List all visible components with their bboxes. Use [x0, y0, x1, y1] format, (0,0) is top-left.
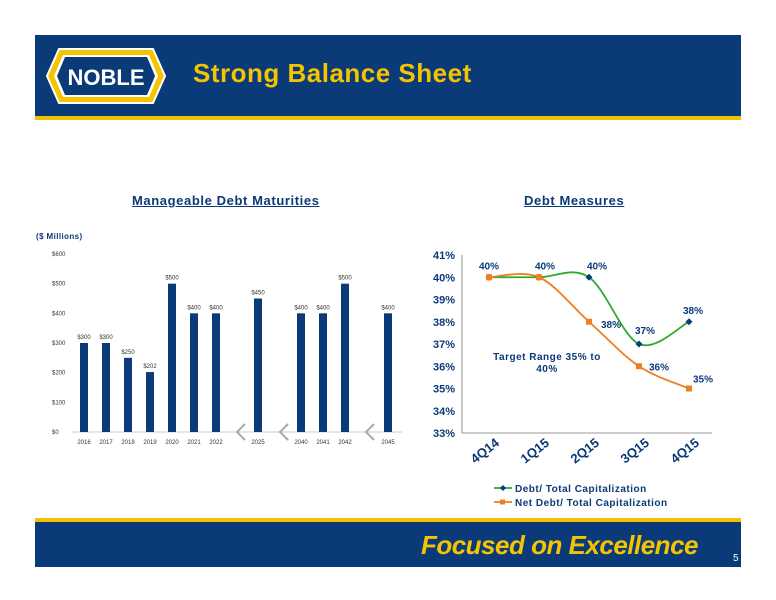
bar — [319, 313, 327, 432]
series-point — [686, 385, 692, 392]
bar — [212, 313, 220, 432]
x-tick-label: 2040 — [294, 440, 308, 446]
series-point — [536, 274, 542, 281]
x-tick-label: 4Q15 — [668, 435, 702, 466]
point-data-label: 37% — [635, 326, 655, 337]
point-data-label: 38% — [683, 306, 703, 317]
x-tick-label: 2022 — [209, 440, 223, 446]
noble-logo: NOBLE — [45, 48, 167, 104]
bar-data-label: $202 — [143, 364, 157, 370]
bar-data-label: $250 — [121, 350, 135, 356]
legend-marker — [500, 485, 506, 491]
footer-stripe — [35, 518, 741, 522]
y-tick-label: 37% — [433, 339, 455, 351]
header-stripe — [35, 116, 741, 120]
bar — [80, 343, 88, 432]
legend-label: Debt/ Total Capitalization — [515, 484, 647, 495]
target-range-note: Target Range 35% to 40% — [493, 352, 601, 375]
x-tick-label: 2017 — [99, 440, 113, 446]
y-tick-label: $200 — [52, 371, 66, 377]
axis-break-marker — [235, 423, 246, 441]
point-data-label: 40% — [535, 261, 555, 272]
y-tick-label: 39% — [433, 295, 455, 307]
y-tick-label: 34% — [433, 406, 455, 418]
legend-label: Net Debt/ Total Capitalization — [515, 498, 668, 509]
series-line — [488, 271, 690, 347]
bar — [297, 313, 305, 432]
point-data-label: 38% — [601, 320, 621, 331]
y-tick-label: $300 — [52, 341, 66, 347]
y-tick-label: $100 — [52, 400, 66, 406]
point-data-label: 40% — [479, 261, 499, 272]
bar — [341, 283, 349, 432]
line-chart-title: Debt Measures — [524, 193, 625, 208]
x-tick-label: 2042 — [338, 440, 352, 446]
x-tick-label: 2041 — [316, 440, 330, 446]
y-tick-label: 41% — [433, 250, 455, 262]
series-point — [486, 274, 492, 281]
units-label: ($ Millions) — [36, 232, 83, 241]
y-tick-label: 36% — [433, 361, 455, 373]
bar-data-label: $450 — [251, 291, 265, 297]
bar — [254, 298, 262, 432]
bar-chart-title: Manageable Debt Maturities — [132, 193, 320, 208]
y-tick-label: $600 — [52, 252, 66, 258]
x-tick-label: 3Q15 — [618, 435, 652, 466]
footer-bar — [35, 522, 741, 567]
x-tick-label: 2045 — [381, 440, 395, 446]
point-data-label: 36% — [649, 362, 669, 373]
bar-data-label: $400 — [316, 305, 330, 311]
series-point — [636, 363, 642, 370]
bar-data-label: $500 — [338, 276, 352, 282]
y-tick-label: 38% — [433, 317, 455, 329]
bar — [102, 343, 110, 432]
series-point — [585, 273, 593, 281]
y-tick-label: 35% — [433, 384, 455, 396]
bar — [190, 313, 198, 432]
page-title: Strong Balance Sheet — [193, 58, 472, 88]
legend-marker — [500, 499, 505, 505]
x-tick-label: 2021 — [187, 440, 201, 446]
y-tick-label: 40% — [433, 272, 455, 284]
series-point — [586, 318, 592, 325]
bar — [146, 372, 154, 432]
bar — [168, 283, 176, 432]
footer-slogan: Focused on Excellence — [420, 530, 699, 560]
point-data-label: 40% — [587, 261, 607, 272]
bar-data-label: $400 — [294, 305, 308, 311]
y-tick-label: 33% — [433, 428, 455, 440]
series-point — [685, 318, 693, 326]
x-tick-label: 4Q14 — [468, 434, 503, 466]
axis-break-marker — [364, 423, 375, 441]
x-tick-label: 2016 — [77, 440, 91, 446]
page-number: 5 — [733, 553, 739, 564]
logo-text: NOBLE — [68, 65, 145, 90]
bar-data-label: $300 — [99, 335, 113, 341]
y-tick-label: $400 — [52, 311, 66, 317]
bar-data-label: $400 — [381, 305, 395, 311]
bar — [124, 357, 132, 432]
x-tick-label: 2020 — [165, 440, 179, 446]
bar-data-label: $400 — [187, 305, 201, 311]
x-tick-label: 1Q15 — [518, 435, 552, 466]
axis-break-marker — [278, 423, 289, 441]
x-tick-label: 2018 — [121, 440, 135, 446]
bar-data-label: $500 — [165, 276, 179, 282]
x-tick-label: 2019 — [143, 440, 157, 446]
x-tick-label: 2025 — [251, 440, 265, 446]
bar-data-label: $300 — [77, 335, 91, 341]
point-data-label: 35% — [693, 375, 713, 386]
y-tick-label: $500 — [52, 282, 66, 288]
y-tick-label: $0 — [52, 430, 59, 436]
bar-data-label: $400 — [209, 305, 223, 311]
series-point — [635, 340, 643, 348]
bar — [384, 313, 392, 432]
x-tick-label: 2Q15 — [568, 435, 602, 466]
